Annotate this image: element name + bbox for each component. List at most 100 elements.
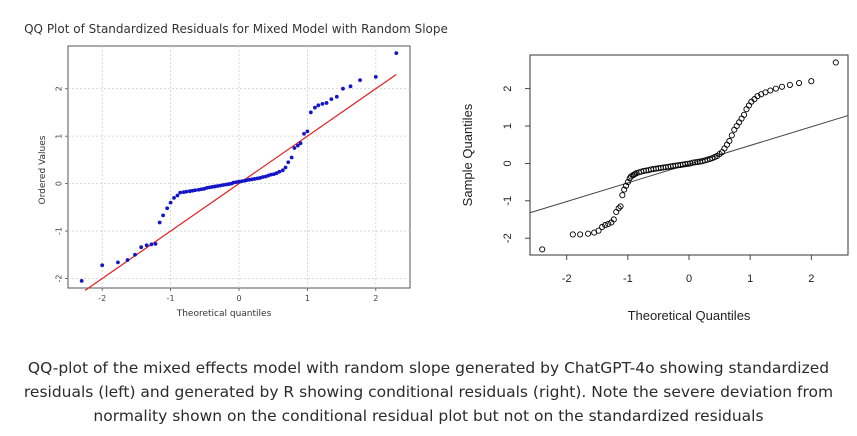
left-x-axis-label: Theoretical quantiles: [176, 309, 272, 319]
right-x-ticks: -2 -1 0 1 2: [562, 255, 814, 285]
right-data-point: [736, 119, 743, 126]
right-reference-line: [529, 115, 849, 214]
right-points: [539, 59, 839, 253]
left-data-point: [286, 160, 291, 165]
left-data-point: [329, 97, 334, 102]
right-data-point: [613, 208, 620, 216]
left-data-point: [79, 278, 84, 283]
left-chart-title: QQ Plot of Standardized Residuals for Mi…: [24, 22, 448, 36]
right-data-point: [622, 182, 630, 189]
left-data-point: [305, 129, 310, 134]
left-data-point: [149, 242, 154, 247]
right-x-tick-label: 0: [686, 273, 692, 285]
left-qq-plot: QQ Plot of Standardized Residuals for Mi…: [24, 22, 448, 319]
right-data-point: [778, 83, 786, 90]
left-y-tick-label: -2: [55, 275, 64, 283]
left-data-point: [394, 51, 399, 56]
right-data-point: [832, 59, 839, 66]
left-data-point: [324, 101, 329, 105]
left-data-point: [308, 110, 313, 115]
left-data-point: [280, 168, 285, 173]
left-data-point: [193, 188, 198, 193]
right-data-point: [762, 89, 769, 96]
left-x-tick-label: 2: [373, 294, 378, 303]
left-x-ticks: -2 -1 0 1 2: [98, 288, 378, 303]
left-data-point: [144, 243, 149, 248]
right-y-tick-label: 1: [502, 123, 514, 129]
left-gridlines: [68, 46, 410, 288]
right-x-tick-label: -1: [623, 273, 633, 285]
left-data-point: [283, 165, 288, 170]
left-y-tick-label: 0: [55, 181, 64, 186]
left-data-point: [178, 190, 183, 195]
right-data-point: [617, 203, 624, 210]
left-y-axis-label: Ordered Values: [38, 135, 48, 204]
right-data-point: [632, 170, 639, 177]
left-data-point: [157, 220, 162, 225]
right-data-point: [539, 246, 546, 253]
right-data-point: [745, 102, 752, 109]
left-x-tick-label: 1: [305, 294, 310, 303]
left-data-point: [358, 78, 362, 83]
right-data-point: [723, 141, 730, 148]
right-data-point: [772, 85, 779, 92]
right-data-point: [740, 111, 748, 118]
left-data-point: [100, 263, 105, 268]
right-y-tick-label: -2: [502, 233, 514, 243]
left-data-point: [139, 245, 144, 250]
right-data-point: [738, 115, 745, 122]
left-y-tick-label: 2: [55, 86, 64, 91]
left-x-tick-label: 0: [236, 294, 241, 303]
right-data-point: [615, 205, 622, 212]
right-data-point: [731, 126, 738, 133]
left-points: [79, 51, 399, 283]
right-data-point: [619, 192, 626, 199]
right-data-point: [605, 220, 612, 228]
right-data-point: [743, 106, 750, 113]
left-data-point: [341, 86, 345, 91]
right-data-point: [733, 122, 740, 130]
left-data-point: [302, 131, 306, 136]
right-x-tick-label: -2: [562, 273, 572, 285]
left-data-point: [295, 143, 300, 148]
right-data-point: [721, 145, 728, 152]
right-data-point: [577, 231, 584, 238]
left-data-point: [289, 155, 294, 160]
right-x-tick-label: 1: [747, 273, 753, 285]
right-data-point: [585, 230, 592, 237]
right-x-tick-label: 2: [808, 273, 814, 285]
right-x-axis-label: Theoretical Quantiles: [628, 308, 751, 323]
left-data-point: [298, 141, 303, 146]
right-data-point: [602, 222, 609, 229]
right-y-ticks: -2 -1 0 1 2: [502, 86, 530, 243]
right-y-tick-label: 2: [502, 86, 514, 92]
left-y-tick-label: 1: [55, 134, 64, 139]
right-data-point: [796, 79, 803, 87]
left-x-tick-label: -2: [98, 294, 106, 303]
left-data-point: [161, 213, 165, 218]
left-data-point: [348, 84, 353, 89]
right-data-point: [624, 179, 631, 186]
left-data-point: [168, 200, 173, 205]
left-data-point: [316, 103, 321, 108]
left-data-point: [334, 94, 339, 99]
right-data-point: [786, 81, 793, 88]
right-data-point: [599, 223, 606, 231]
right-data-point: [808, 78, 815, 85]
left-data-point: [165, 206, 170, 211]
left-data-point: [153, 241, 158, 246]
right-data-point: [621, 186, 628, 193]
left-data-point: [184, 189, 189, 194]
right-qq-plot: -2 -1 0 1 2 -2 -1 0 1 2 Theoretical Quantiles Sa…: [460, 54, 849, 323]
left-data-point: [133, 252, 137, 257]
left-data-point: [292, 146, 297, 150]
left-x-tick-label: -1: [167, 294, 175, 303]
right-data-point: [595, 227, 602, 234]
right-data-point: [726, 137, 733, 145]
left-data-point: [277, 169, 282, 174]
figure-caption: QQ-plot of the mixed effects model with …: [23, 359, 834, 425]
left-y-tick-label: -1: [55, 227, 64, 235]
left-data-point: [320, 101, 325, 106]
right-data-point: [754, 93, 761, 100]
left-y-ticks: -2 -1 0 1 2: [55, 86, 68, 283]
